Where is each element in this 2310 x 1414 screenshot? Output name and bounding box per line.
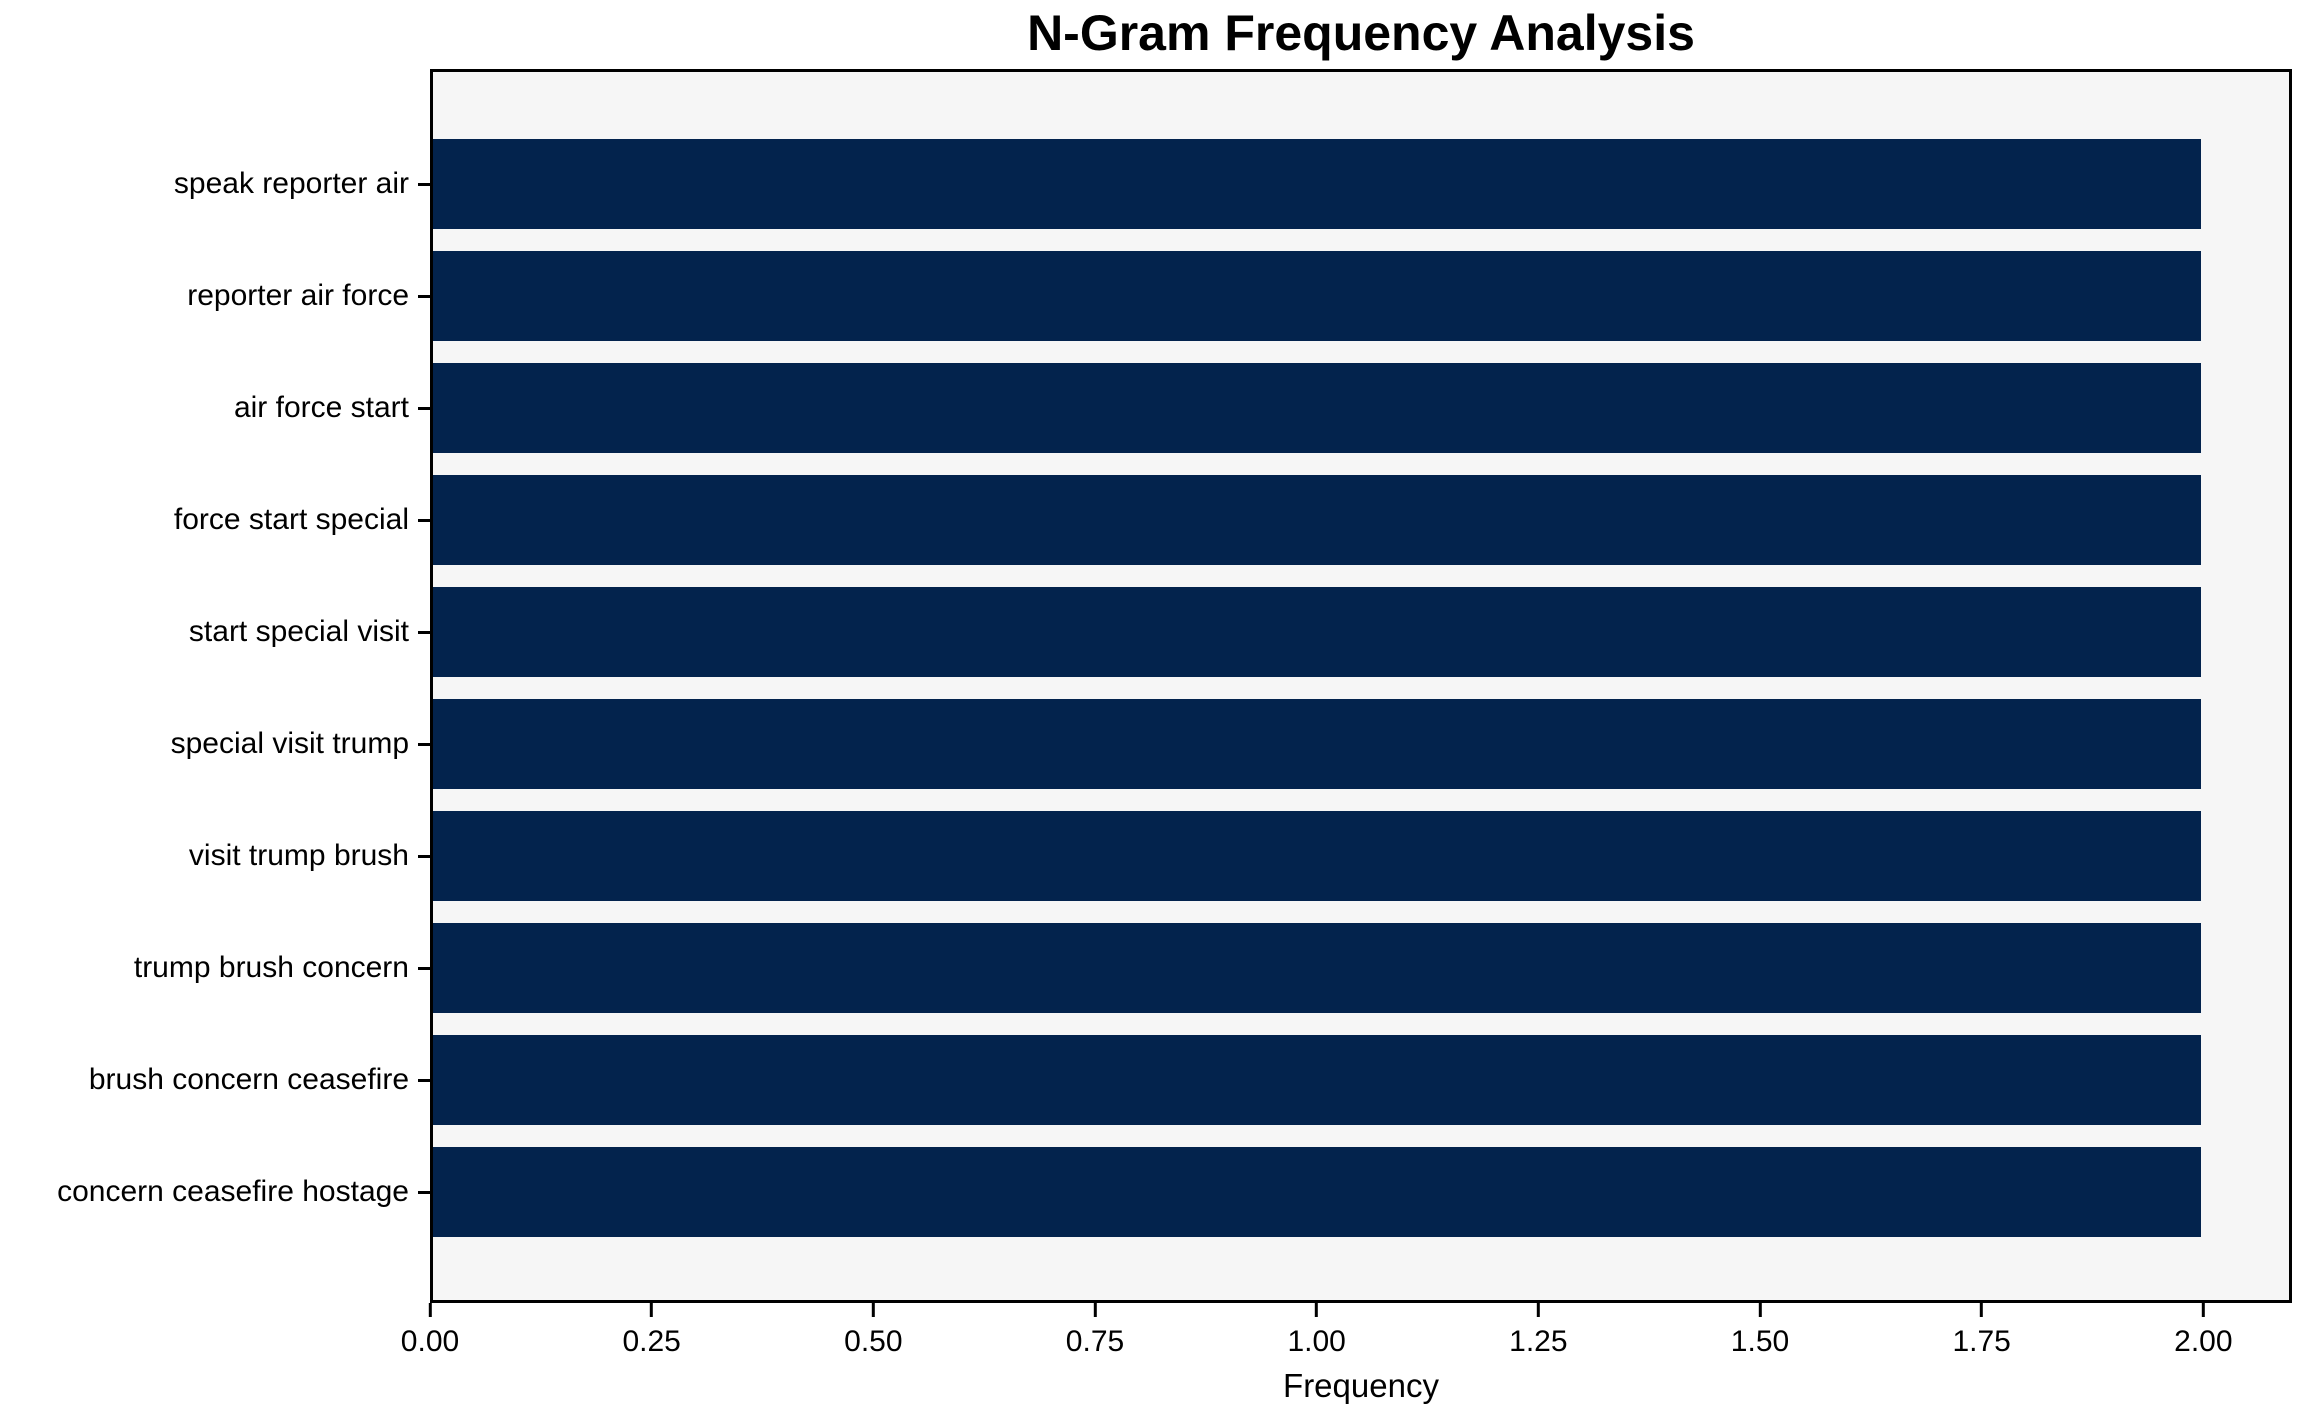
y-tick-label: visit trump brush: [188, 839, 409, 872]
x-tick-label: 1.25: [1509, 1325, 1568, 1358]
y-tick-row: air force start: [0, 352, 430, 464]
y-tick-mark: [418, 742, 430, 746]
x-tick-label: 1.00: [1287, 1325, 1346, 1358]
bar-row: [433, 912, 2289, 1024]
x-tick-mark: [1980, 1303, 1984, 1317]
y-tick-mark: [418, 1078, 430, 1082]
bar: [433, 251, 2201, 341]
bar: [433, 699, 2201, 789]
y-tick-row: start special visit: [0, 576, 430, 688]
y-tick-mark: [418, 1190, 430, 1194]
bar: [433, 363, 2201, 453]
bar: [433, 139, 2201, 229]
y-tick-mark: [418, 518, 430, 522]
bar: [433, 587, 2201, 677]
y-tick-label: trump brush concern: [133, 951, 409, 984]
x-tick-label: 0.25: [622, 1325, 681, 1358]
x-tick-label: 1.50: [1730, 1325, 1790, 1358]
y-tick-row: special visit trump: [0, 688, 430, 800]
x-tick-label: 0.50: [844, 1325, 903, 1358]
x-tick: 1.00: [1287, 1303, 1346, 1359]
x-tick: 1.75: [1952, 1303, 2011, 1359]
y-tick-label: air force start: [233, 391, 409, 424]
bar: [433, 475, 2201, 565]
bar-row: [433, 240, 2289, 352]
x-tick-mark: [650, 1303, 654, 1317]
y-tick-row: speak reporter air: [0, 128, 430, 240]
y-tick-label: brush concern ceasefire: [88, 1063, 409, 1096]
bar-row: [433, 576, 2289, 688]
chart-title: N-Gram Frequency Analysis: [1027, 5, 1695, 61]
y-tick-label: special visit trump: [170, 727, 409, 760]
x-tick: 2.00: [2174, 1303, 2233, 1359]
bars-container: [433, 72, 2289, 1300]
plot-area: [430, 69, 2292, 1303]
bar-row: [433, 464, 2289, 576]
x-tick: 1.25: [1509, 1303, 1568, 1359]
x-tick-label: 2.00: [2174, 1325, 2233, 1358]
y-tick-row: reporter air force: [0, 240, 430, 352]
y-axis-labels: speak reporter air reporter air force air …: [0, 69, 430, 1303]
bar: [433, 1147, 2201, 1237]
x-tick-mark: [428, 1303, 432, 1317]
bar-row: [433, 1136, 2289, 1248]
y-tick-mark: [418, 966, 430, 970]
y-tick-row: brush concern ceasefire: [0, 1024, 430, 1136]
bar-row: [433, 800, 2289, 912]
bar: [433, 1035, 2201, 1125]
x-tick-label: 0.75: [1065, 1325, 1125, 1358]
x-tick: 0.25: [622, 1303, 681, 1359]
x-tick: 0.75: [1066, 1303, 1124, 1359]
y-tick-label: reporter air force: [187, 279, 409, 312]
y-tick-row: force start special: [0, 464, 430, 576]
x-tick: 0.00: [401, 1303, 459, 1359]
y-tick-mark: [418, 182, 430, 186]
bar-row: [433, 688, 2289, 800]
y-tick-label: speak reporter air: [173, 167, 409, 200]
x-tick-label: 1.75: [1952, 1325, 2011, 1358]
x-tick-mark: [871, 1303, 875, 1317]
x-tick-mark: [1536, 1303, 1540, 1317]
x-tick-mark: [1093, 1303, 1097, 1317]
x-axis-label: Frequency: [1283, 1367, 1439, 1404]
bar-row: [433, 128, 2289, 240]
x-tick-mark: [1758, 1303, 1762, 1317]
x-tick: 1.50: [1731, 1303, 1789, 1359]
y-tick-label: start special visit: [188, 615, 409, 648]
x-tick: 0.50: [844, 1303, 903, 1359]
bar-row: [433, 352, 2289, 464]
y-tick-row: concern ceasefire hostage: [0, 1136, 430, 1248]
y-tick-row: trump brush concern: [0, 912, 430, 1024]
y-tick-mark: [418, 630, 430, 634]
x-axis: 0.00 0.25 0.50 0.75 1.00 1.25 1.50 1.75 2.00: [401, 1303, 2292, 1383]
y-tick-label: force start special: [173, 503, 409, 536]
y-tick-label: concern ceasefire hostage: [57, 1175, 409, 1208]
bar-row: [433, 1024, 2289, 1136]
x-tick-mark: [2201, 1303, 2205, 1317]
y-tick-mark: [418, 406, 430, 410]
y-tick-mark: [418, 854, 430, 858]
bar: [433, 923, 2201, 1013]
x-tick-label: 0.00: [400, 1325, 460, 1358]
bar: [433, 811, 2201, 901]
x-tick-mark: [1315, 1303, 1319, 1317]
y-tick-row: visit trump brush: [0, 800, 430, 912]
y-tick-mark: [418, 294, 430, 298]
